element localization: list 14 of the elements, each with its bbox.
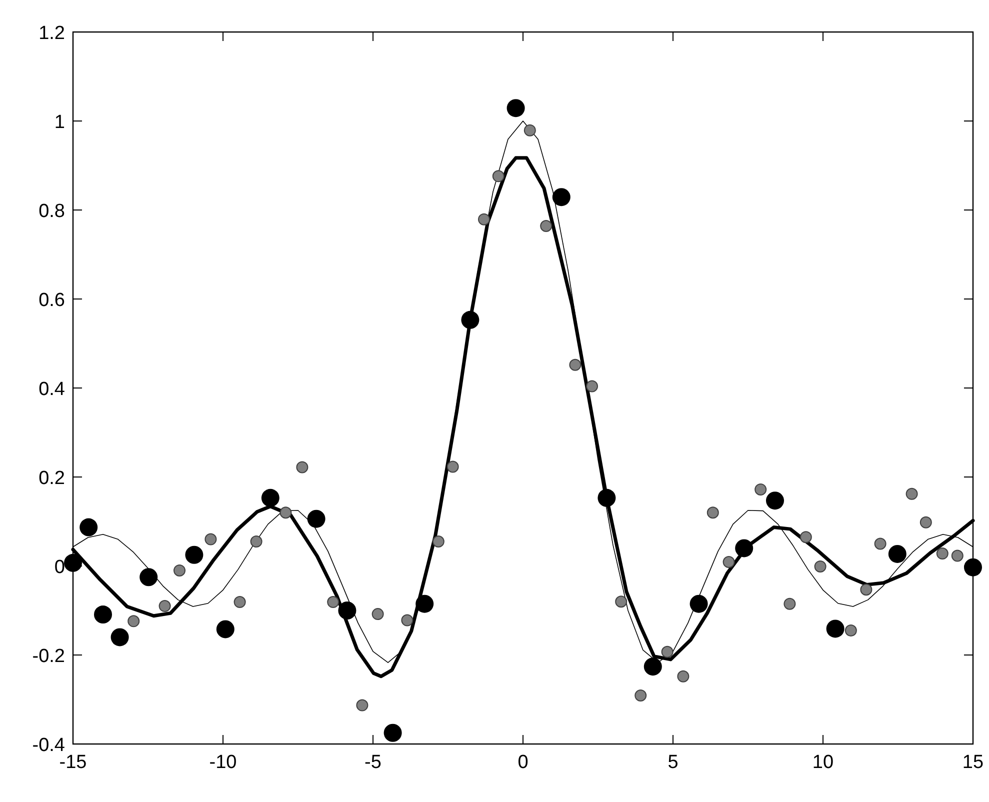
y-tick-label: 1 <box>54 112 65 133</box>
y-tick-label: 0.8 <box>38 201 65 222</box>
y-tick-label: 0.2 <box>38 468 65 489</box>
x-tick-label: -5 <box>364 752 382 773</box>
y-tick-label: 0.4 <box>38 379 66 400</box>
x-tick-label: 5 <box>668 752 678 773</box>
y-tick-label: -0.2 <box>32 646 65 667</box>
y-tick-label: 0.6 <box>38 290 65 311</box>
y-tick-label: 0 <box>54 557 65 578</box>
x-tick-label: 15 <box>962 752 984 773</box>
x-tick-label: 0 <box>518 752 528 773</box>
x-tick-label: -10 <box>209 752 237 773</box>
y-tick-label: 1.2 <box>38 23 65 44</box>
x-tick-label: 10 <box>812 752 834 773</box>
